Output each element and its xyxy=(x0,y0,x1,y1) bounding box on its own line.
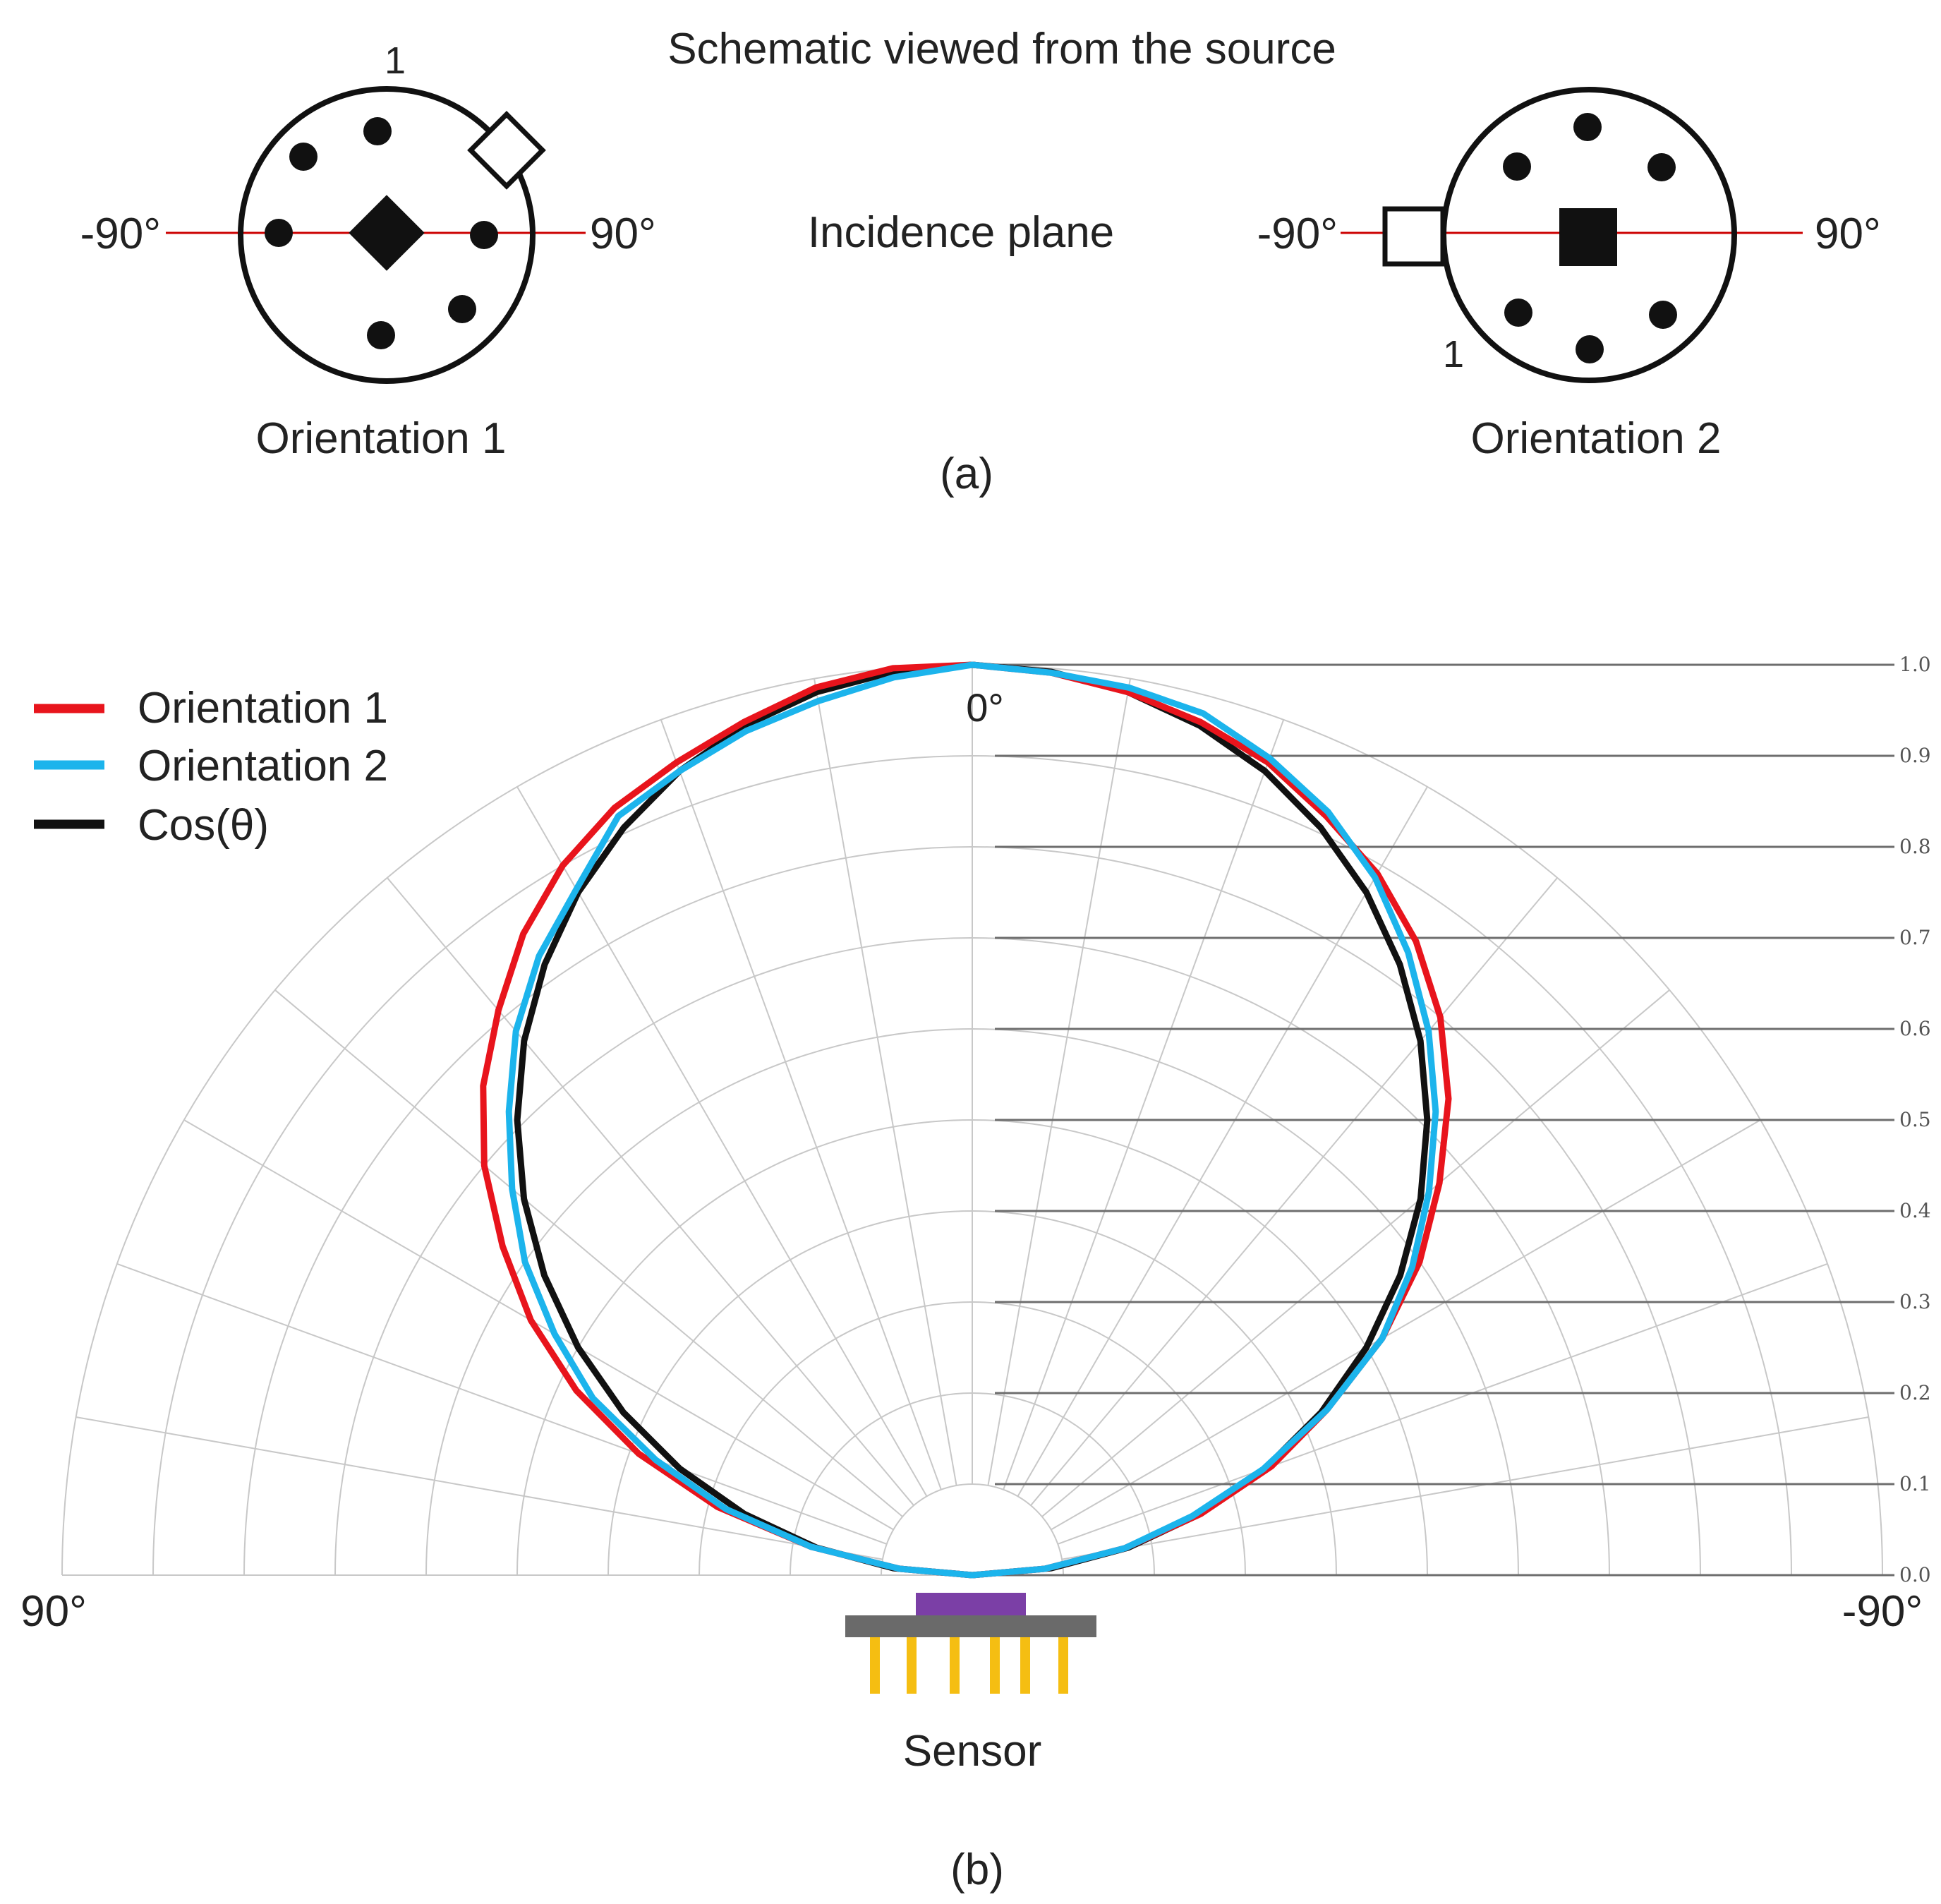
panel-b-label: (b) xyxy=(950,1845,1004,1894)
sensor-pin xyxy=(1058,1637,1068,1694)
legend-label-cos: Cos(θ) xyxy=(138,801,269,850)
orientation-2-pin xyxy=(1573,113,1602,141)
polar-grid-spoke xyxy=(1017,786,1428,1497)
orientation-2-label: Orientation 2 xyxy=(1471,414,1722,463)
polar-grid-spoke xyxy=(116,1263,888,1545)
panel-a-title: Schematic viewed from the source xyxy=(667,25,1336,73)
left-end-angle-label: 90° xyxy=(20,1587,87,1636)
polar-grid-spoke xyxy=(75,1416,883,1560)
polar-grid-spoke xyxy=(183,1119,894,1531)
radial-tick-label: 0.0 xyxy=(1899,1563,1931,1586)
orientation-1-key-tab xyxy=(467,111,546,190)
radial-tick-label: 1.0 xyxy=(1899,653,1931,676)
orientation-2-schematic: 1 -90° 90° Orientation 2 xyxy=(1257,87,1881,463)
sensor-board xyxy=(845,1615,1096,1637)
orientation-1-schematic: 1 -90° 90° Orientation 1 xyxy=(80,40,656,463)
sensor-pin xyxy=(990,1637,1000,1694)
orientation-1-label: Orientation 1 xyxy=(256,414,507,463)
panel-a-label: (a) xyxy=(940,450,993,498)
radial-tick-label: 0.7 xyxy=(1899,926,1931,949)
orientation-2-pin xyxy=(1504,299,1532,327)
orientation-2-pin xyxy=(1576,335,1604,363)
sensor-pin xyxy=(907,1637,917,1694)
right-end-angle-label: -90° xyxy=(1842,1587,1923,1636)
orientation-1-pin xyxy=(367,321,395,349)
polar-grid-ring xyxy=(881,1483,1064,1576)
legend-label-orientation-2: Orientation 2 xyxy=(138,742,388,790)
series-group xyxy=(480,661,1452,1579)
orientation-2-pin xyxy=(1503,152,1531,181)
sensor-icon xyxy=(845,1593,1096,1694)
orientation-2-left-angle: -90° xyxy=(1257,210,1338,258)
radial-tick-label: 0.5 xyxy=(1899,1108,1931,1131)
polar-grid-spoke xyxy=(987,678,1131,1486)
polar-grid-spoke xyxy=(1003,719,1285,1490)
sensor-pin xyxy=(1020,1637,1030,1694)
orientation-1-pin xyxy=(265,219,293,247)
radial-tick-label: 0.9 xyxy=(1899,744,1931,767)
orientation-1-pin xyxy=(363,117,392,145)
radial-tick-group: 0.0 0.1 0.2 0.3 0.4 0.5 0.6 0.7 0.8 0.9 1.0 xyxy=(995,653,1931,1586)
polar-grid-spoke xyxy=(1051,1119,1761,1531)
radial-tick-label: 0.6 xyxy=(1899,1017,1931,1040)
incidence-plane-label: Incidence plane xyxy=(808,208,1114,257)
orientation-1-diamond-center xyxy=(349,195,425,271)
polar-grid-spoke xyxy=(1041,989,1670,1517)
sensor-label: Sensor xyxy=(903,1727,1041,1776)
radial-tick-label: 0.3 xyxy=(1899,1290,1931,1313)
polar-grid-spoke xyxy=(1057,1263,1828,1545)
zero-angle-label: 0° xyxy=(966,685,1004,730)
orientation-2-key-tab xyxy=(1382,206,1446,267)
radial-tick-label: 0.1 xyxy=(1899,1472,1931,1495)
orientation-2-square-center xyxy=(1559,208,1617,266)
series-line-orientation-2 xyxy=(505,661,1439,1579)
orientation-2-right-angle: 90° xyxy=(1815,210,1881,258)
polar-grid-spoke xyxy=(387,877,914,1506)
radial-tick-label: 0.2 xyxy=(1899,1381,1931,1404)
polar-grid-spoke xyxy=(1030,877,1558,1506)
orientation-1-right-angle: 90° xyxy=(590,210,656,258)
radial-tick-label: 0.4 xyxy=(1899,1199,1931,1222)
orientation-1-left-angle: -90° xyxy=(80,210,161,258)
sensor-pin xyxy=(950,1637,960,1694)
radial-tick-label: 0.8 xyxy=(1899,835,1931,858)
polar-grid-spoke xyxy=(814,678,957,1486)
polar-grid-spoke xyxy=(660,719,942,1490)
polar-grid-spoke xyxy=(274,989,903,1517)
orientation-2-pin xyxy=(1649,301,1677,329)
legend-label-orientation-1: Orientation 1 xyxy=(138,684,388,733)
sensor-chip xyxy=(916,1593,1026,1615)
polar-grid-spoke xyxy=(516,786,928,1497)
legend: Orientation 1 Orientation 2 Cos(θ) xyxy=(34,684,388,850)
orientation-1-housing-circle xyxy=(238,86,536,384)
orientation-2-pin xyxy=(1647,153,1676,181)
sensor-pin xyxy=(870,1637,880,1694)
orientation-1-pin xyxy=(470,221,498,249)
orientation-1-pin xyxy=(289,143,318,171)
orientation-1-pin-label: 1 xyxy=(385,40,406,82)
orientation-1-pin xyxy=(448,295,476,323)
polar-grid-spoke xyxy=(1061,1416,1869,1560)
orientation-2-pin-label: 1 xyxy=(1443,333,1464,375)
